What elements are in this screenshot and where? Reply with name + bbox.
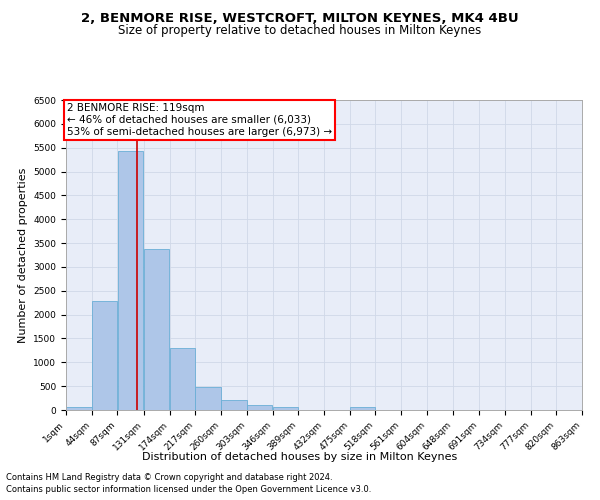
Bar xyxy=(66,406,92,410)
Text: Contains HM Land Registry data © Crown copyright and database right 2024.: Contains HM Land Registry data © Crown c… xyxy=(6,474,332,482)
Text: 2, BENMORE RISE, WESTCROFT, MILTON KEYNES, MK4 4BU: 2, BENMORE RISE, WESTCROFT, MILTON KEYNE… xyxy=(81,12,519,26)
Bar xyxy=(221,400,247,410)
Bar xyxy=(247,406,272,410)
Text: 2 BENMORE RISE: 119sqm
← 46% of detached houses are smaller (6,033)
53% of semi-: 2 BENMORE RISE: 119sqm ← 46% of detached… xyxy=(67,104,332,136)
Bar xyxy=(350,408,376,410)
Bar xyxy=(92,302,118,410)
Text: Size of property relative to detached houses in Milton Keynes: Size of property relative to detached ho… xyxy=(118,24,482,37)
Text: Distribution of detached houses by size in Milton Keynes: Distribution of detached houses by size … xyxy=(142,452,458,462)
Bar xyxy=(144,249,169,410)
Bar xyxy=(196,388,221,410)
Y-axis label: Number of detached properties: Number of detached properties xyxy=(18,168,28,342)
Text: Contains public sector information licensed under the Open Government Licence v3: Contains public sector information licen… xyxy=(6,485,371,494)
Bar xyxy=(170,348,195,410)
Bar xyxy=(272,408,298,410)
Bar xyxy=(118,151,143,410)
